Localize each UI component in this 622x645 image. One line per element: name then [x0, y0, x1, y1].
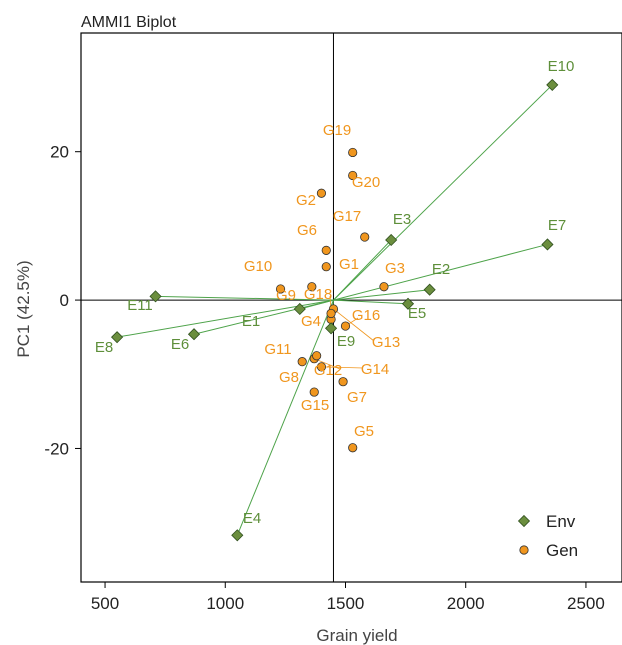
y-tick-label: 20	[50, 143, 69, 162]
x-tick-label: 1000	[206, 594, 244, 613]
gen-point-g15	[312, 351, 322, 361]
gen-label-g4: G4	[301, 313, 321, 330]
env-label-e7: E7	[548, 217, 566, 234]
env-label-e4: E4	[243, 510, 261, 527]
env-point-e1	[293, 302, 306, 316]
gen-label-g2: G2	[296, 192, 316, 209]
gen-label-g7: G7	[347, 389, 367, 406]
legend: Env Gen	[517, 512, 578, 560]
env-point-e4	[231, 529, 244, 542]
gen-point-g8	[309, 387, 319, 397]
gen-point-g6	[321, 245, 331, 255]
env-vector-line	[333, 243, 548, 301]
x-tick-label: 1500	[327, 594, 365, 613]
gen-label-g15: G15	[301, 397, 329, 414]
gen-label-leader	[333, 308, 375, 342]
env-vector-line	[333, 299, 409, 305]
gen-point-g17	[360, 232, 370, 242]
gen-label-g14: G14	[361, 361, 389, 378]
x-axis: 500 1000 1500 2000 2500	[91, 582, 605, 613]
env-label-e5: E5	[408, 305, 426, 322]
env-point-e7	[541, 238, 554, 251]
env-vector-line	[333, 84, 553, 301]
env-point-e6	[187, 328, 201, 341]
environment-points	[111, 78, 559, 542]
x-tick-label: 2000	[447, 594, 485, 613]
gen-point-g1	[321, 262, 331, 272]
env-vector-line	[333, 289, 430, 301]
legend-gen-marker	[519, 545, 529, 555]
env-label-e9: E9	[337, 333, 355, 350]
gen-label-g8: G8	[279, 369, 299, 386]
gen-point-g20	[348, 170, 358, 181]
plot-area	[80, 32, 622, 583]
legend-gen-label: Gen	[546, 541, 578, 560]
legend-env-label: Env	[546, 512, 576, 531]
gen-point-g5	[348, 443, 358, 453]
gen-label-g11: G11	[264, 341, 291, 358]
gen-label-g18: G18	[304, 286, 332, 303]
env-point-e3	[385, 233, 398, 247]
gen-label-leader	[321, 366, 364, 369]
gen-label-g12: G12	[314, 362, 342, 379]
env-label-e10: E10	[548, 58, 575, 75]
x-tick-label: 500	[91, 594, 119, 613]
gen-point-g2	[316, 188, 327, 198]
gen-point-g18	[326, 308, 336, 319]
gen-label-g20: G20	[352, 174, 380, 191]
gen-label-g1: G1	[339, 256, 359, 273]
env-vector-line	[193, 299, 334, 335]
gen-label-g6: G6	[297, 222, 317, 239]
env-point-e5	[401, 297, 415, 310]
gen-label-g16: G16	[352, 307, 380, 324]
env-point-e8	[111, 331, 124, 344]
legend-env-marker	[517, 514, 531, 528]
env-label-e6: E6	[171, 336, 189, 353]
env-label-e3: E3	[393, 211, 411, 228]
env-point-e2	[423, 283, 436, 296]
gen-label-g10: G10	[244, 258, 272, 275]
env-label-e2: E2	[432, 261, 450, 278]
y-axis: 20 0 -20	[44, 143, 81, 458]
y-tick-label: -20	[44, 439, 69, 458]
environment-labels: E1 E2 E3 E4 E5 E6 E7 E8 E9 E10 E11	[95, 58, 575, 527]
env-label-e1: E1	[242, 313, 260, 330]
env-label-e8: E8	[95, 339, 113, 356]
gen-label-g9: G9	[276, 287, 296, 304]
gen-point-g14	[316, 362, 327, 372]
env-point-e10	[546, 78, 559, 91]
gen-point-g7	[338, 377, 348, 387]
env-vector-line	[155, 295, 334, 301]
gen-label-g17: G17	[333, 208, 361, 225]
x-tick-label: 2500	[567, 594, 605, 613]
env-vector-line	[236, 299, 334, 536]
env-point-e9	[324, 322, 338, 335]
gen-point-g16	[340, 321, 351, 331]
chart-title: AMMI1 Biplot	[81, 14, 177, 31]
gen-label-g3: G3	[385, 260, 405, 277]
gen-point-g11	[297, 357, 307, 367]
x-axis-title: Grain yield	[316, 626, 397, 645]
gen-point-g3	[379, 282, 389, 292]
gen-point-g9	[275, 284, 286, 294]
env-point-e11	[149, 290, 162, 303]
gen-point-g10	[307, 282, 317, 292]
y-tick-label: 0	[60, 291, 69, 310]
y-axis-title: PC1 (42.5%)	[14, 260, 33, 357]
gen-label-g5: G5	[354, 423, 374, 440]
gen-point-g19	[348, 147, 358, 158]
env-label-e11: E11	[127, 297, 153, 314]
gen-label-g13: G13	[372, 334, 400, 351]
gen-label-g19: G19	[323, 122, 351, 139]
